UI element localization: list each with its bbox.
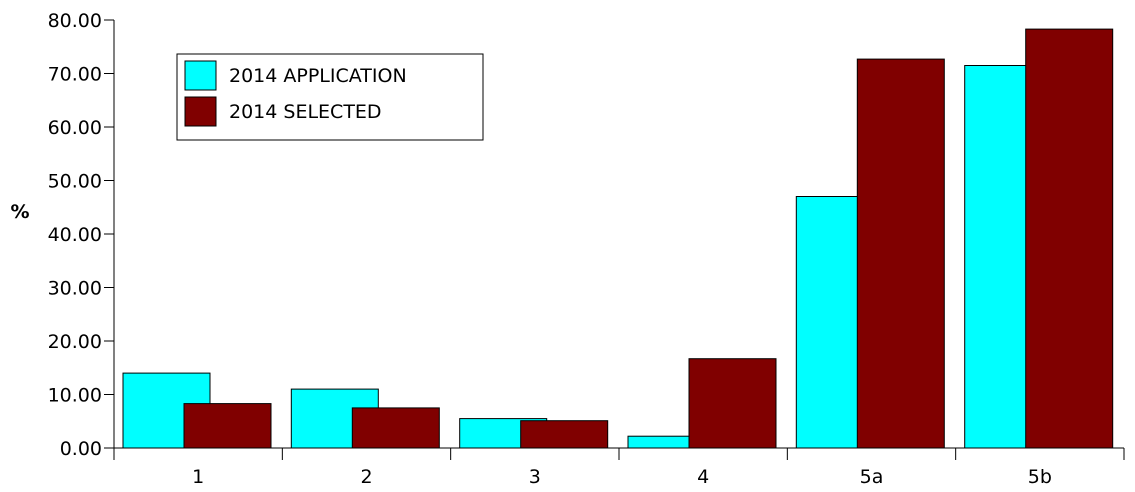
- x-tick-label: 5b: [1028, 466, 1052, 488]
- y-tick-label: 30.00: [48, 278, 102, 300]
- bar-selected-4: [688, 358, 777, 449]
- x-tick-label: 3: [529, 466, 541, 488]
- x-tick-label: 1: [192, 466, 204, 488]
- legend-box: [176, 53, 484, 141]
- legend-label: 2014 SELECTED: [229, 101, 382, 123]
- y-tick-label: 50.00: [48, 171, 102, 193]
- y-tick-label: 40.00: [48, 224, 102, 246]
- y-tick-label: 20.00: [48, 331, 102, 353]
- x-ticks: 1 2 3 4 5a 5b: [113, 448, 1125, 488]
- y-tick-label: 0.00: [60, 438, 102, 460]
- x-tick-label: 5a: [860, 466, 884, 488]
- x-tick-label: 2: [360, 466, 372, 488]
- bar-selected-5b: [1025, 28, 1114, 449]
- y-tick-label: 80.00: [48, 10, 102, 32]
- legend: 2014 APPLICATION 2014 SELECTED: [176, 53, 484, 141]
- x-tick-label: 4: [697, 466, 709, 488]
- y-ticks: 0.00 10.00 20.00 30.00 40.00 50.00 60.00 70.00 8…: [48, 10, 114, 460]
- legend-swatch: [184, 60, 217, 91]
- y-axis-label: %: [10, 201, 29, 223]
- y-tick-label: 70.00: [48, 64, 102, 86]
- y-tick-label: 60.00: [48, 117, 102, 139]
- bar-selected-2: [351, 407, 440, 449]
- legend-label: 2014 APPLICATION: [229, 65, 407, 87]
- bar-selected-1: [183, 403, 272, 449]
- bar-selected-3: [520, 420, 609, 449]
- axes-layer: [104, 20, 1124, 458]
- bar-selected-5a: [856, 58, 945, 449]
- y-tick-label: 10.00: [48, 385, 102, 407]
- bars-layer: [122, 28, 1114, 449]
- legend-swatch: [184, 96, 217, 127]
